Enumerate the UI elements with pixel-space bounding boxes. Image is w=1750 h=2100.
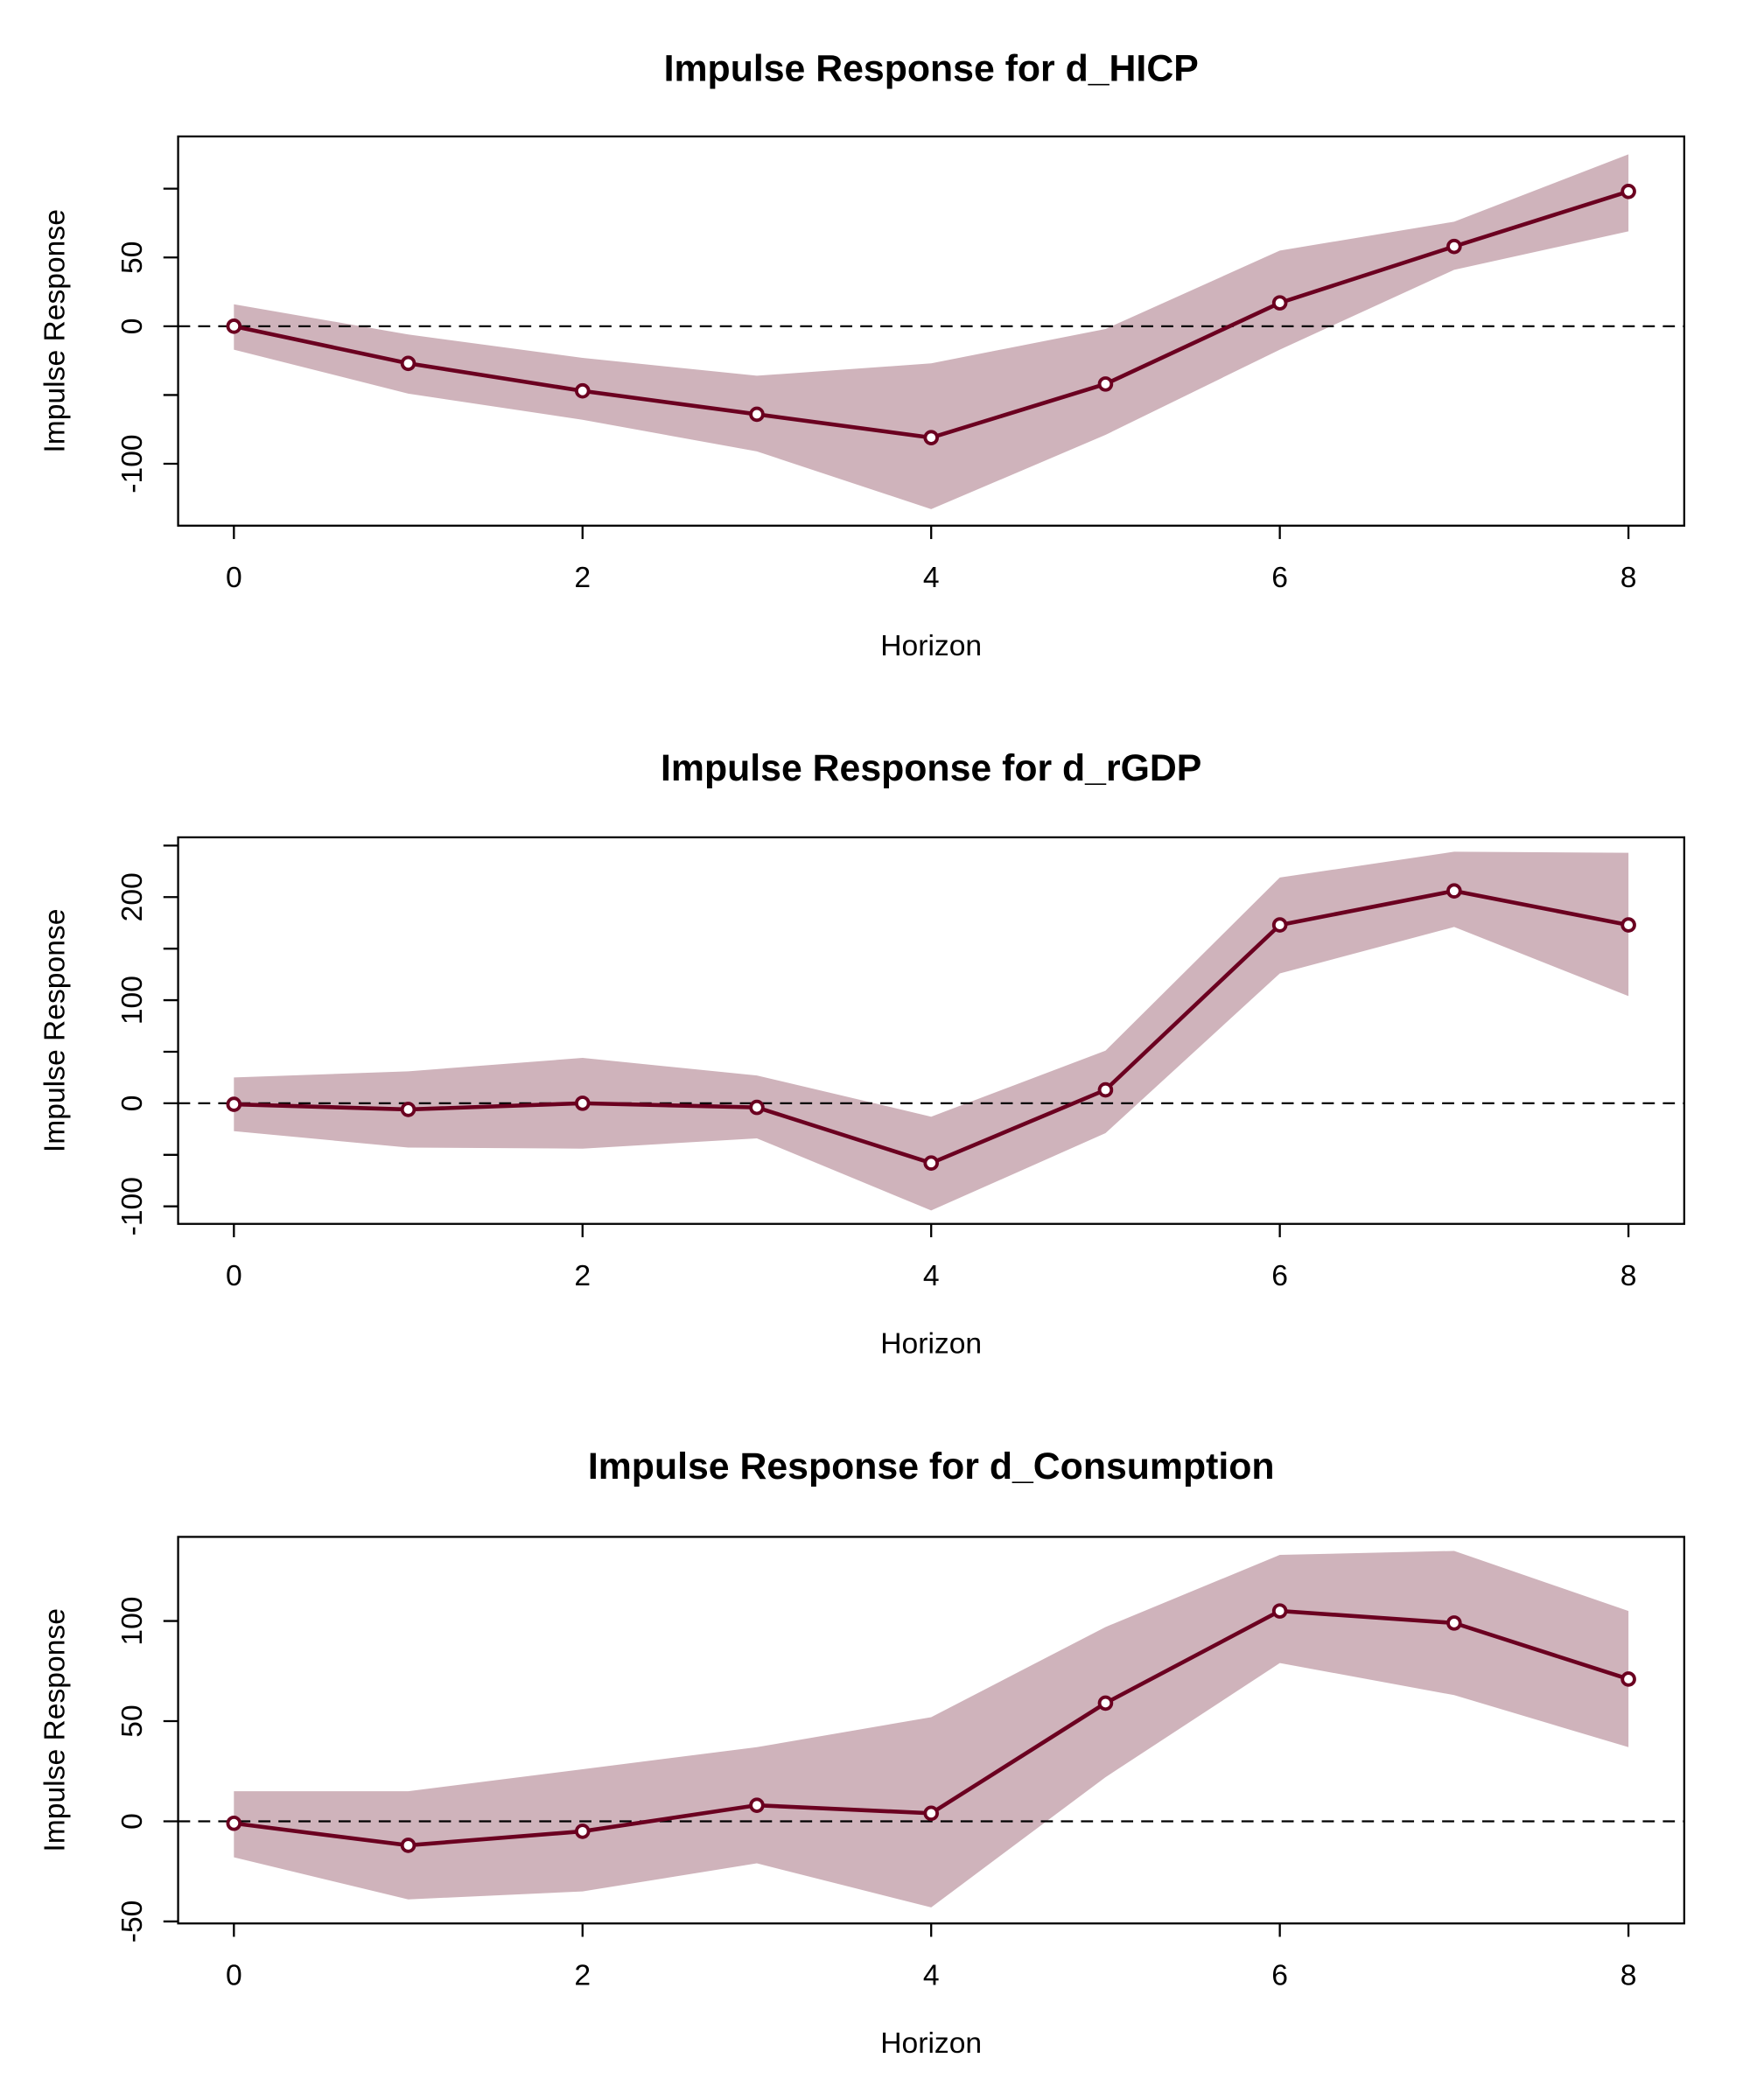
point: [574, 382, 591, 399]
x-tick-label: 6: [1271, 562, 1288, 594]
x-tick-label: 8: [1620, 562, 1637, 594]
point: [400, 1838, 416, 1853]
point: [226, 1815, 242, 1831]
point: [400, 1102, 416, 1117]
y-tick-label: 100: [116, 1597, 149, 1646]
x-tick-label: 8: [1620, 1959, 1637, 1992]
x-tick-label: 0: [226, 1260, 242, 1292]
point: [749, 406, 765, 423]
x-tick-label: 0: [226, 562, 242, 594]
x-axis-label: Horizon: [880, 1328, 982, 1361]
x-tick-label: 2: [574, 1959, 591, 1992]
point: [923, 1155, 939, 1172]
y-tick-label: -100: [116, 1177, 149, 1236]
x-tick-label: 4: [923, 562, 940, 594]
confidence-band: [234, 851, 1629, 1211]
x-tick-label: 4: [923, 1959, 940, 1992]
point: [1620, 917, 1636, 933]
y-tick-label: 0: [116, 318, 149, 334]
point: [1446, 1615, 1462, 1631]
y-tick-label: 0: [116, 1096, 149, 1112]
y-tick-label: 0: [116, 1813, 149, 1830]
point: [1097, 1695, 1114, 1712]
point: [1271, 295, 1288, 311]
y-axis-label: Impulse Response: [38, 209, 71, 453]
y-tick-label: 100: [116, 976, 149, 1025]
point: [1271, 1603, 1288, 1619]
x-tick-label: 8: [1620, 1260, 1637, 1292]
y-axis-label: Impulse Response: [38, 1608, 71, 1852]
point: [1446, 238, 1462, 255]
x-tick-label: 4: [923, 1260, 940, 1292]
x-tick-label: 6: [1271, 1959, 1288, 1992]
y-tick-label: 200: [116, 872, 149, 921]
point: [1097, 376, 1114, 392]
point: [226, 318, 242, 334]
chart-title: Impulse Response for d_Consumption: [588, 1446, 1275, 1488]
y-tick-label: 50: [116, 242, 149, 274]
confidence-band: [234, 1550, 1629, 1908]
point: [923, 430, 939, 445]
point: [1620, 1671, 1636, 1687]
point: [1271, 917, 1288, 933]
x-axis-label: Horizon: [880, 630, 982, 662]
point: [923, 1805, 939, 1822]
chart-title: Impulse Response for d_HICP: [664, 47, 1199, 89]
y-tick-label: 50: [116, 1704, 149, 1737]
point: [574, 1824, 591, 1839]
point: [226, 1096, 242, 1112]
point: [1097, 1082, 1114, 1098]
y-tick-label: -50: [116, 1900, 149, 1943]
point: [749, 1797, 765, 1813]
x-tick-label: 6: [1271, 1260, 1288, 1292]
y-tick-label: -100: [116, 434, 149, 493]
chart-title: Impulse Response for d_rGDP: [661, 747, 1201, 789]
point: [574, 1096, 591, 1111]
point: [1446, 883, 1462, 899]
confidence-band: [234, 154, 1629, 509]
point: [1620, 184, 1636, 200]
point: [749, 1099, 765, 1116]
y-axis-label: Impulse Response: [38, 909, 71, 1153]
x-tick-label: 2: [574, 1260, 591, 1292]
point: [400, 355, 416, 372]
x-axis-label: Horizon: [880, 2027, 982, 2060]
x-tick-label: 2: [574, 562, 591, 594]
x-tick-label: 0: [226, 1959, 242, 1992]
